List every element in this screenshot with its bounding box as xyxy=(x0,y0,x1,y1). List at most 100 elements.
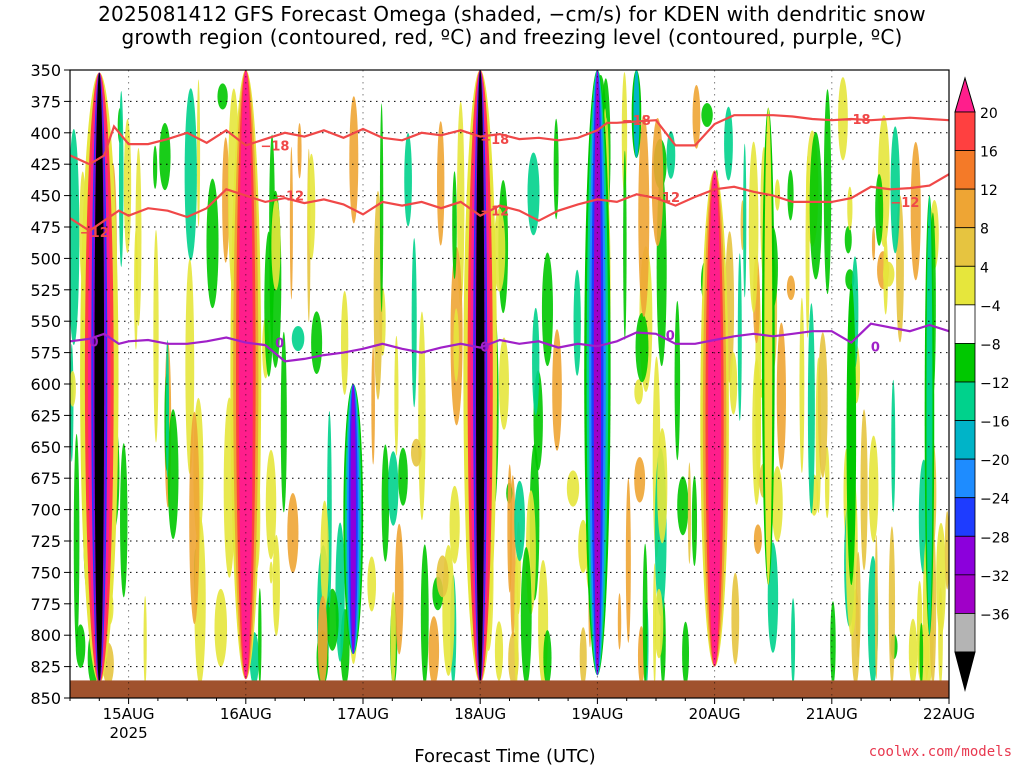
omega-blob xyxy=(165,339,170,478)
omega-blob xyxy=(398,447,408,506)
colorbar-segment xyxy=(954,535,976,576)
omega-blob xyxy=(657,428,668,544)
omega-blob xyxy=(498,337,509,430)
omega-blob xyxy=(507,464,513,593)
y-tick-label: 525 xyxy=(30,281,61,300)
contour-label: 0 xyxy=(480,340,489,355)
colorbar-segment xyxy=(954,111,976,151)
omega-blob xyxy=(917,624,930,686)
colorbar-bottom-arrow xyxy=(954,651,976,692)
omega-blob xyxy=(677,476,689,536)
omega-blob xyxy=(326,588,339,651)
omega-blob xyxy=(493,208,506,292)
y-tick-label: 725 xyxy=(30,532,61,551)
omega-blob xyxy=(919,622,924,686)
x-axis-label: Forecast Time (UTC) xyxy=(414,746,596,767)
omega-blob xyxy=(625,478,631,643)
omega-blob xyxy=(691,475,698,567)
omega-blob xyxy=(341,290,349,395)
omega-blob xyxy=(824,446,830,519)
contour-label: −12 xyxy=(275,190,304,205)
plot-area: −18 −18 −18 −18 −12 −12 −12 −12 −12 0 0 0 0 0 xyxy=(70,70,949,698)
x-year-label: 2025 xyxy=(110,724,148,742)
y-tick-label: 825 xyxy=(30,658,61,677)
omega-blob xyxy=(635,313,649,383)
omega-blob xyxy=(452,171,457,280)
y-tick-label: 775 xyxy=(30,595,61,614)
omega-blob xyxy=(494,621,504,681)
omega-blob xyxy=(189,411,200,625)
y-axis: 350 375 400 425 450 475 500 525 550 575 600 625 650 6… xyxy=(30,61,70,708)
omega-column xyxy=(764,107,773,585)
omega-blob xyxy=(753,524,762,555)
omega-blob xyxy=(271,199,281,291)
omega-blob xyxy=(349,96,359,224)
omega-blob xyxy=(642,543,648,686)
omega-blob xyxy=(776,322,786,470)
omega-blob xyxy=(436,555,449,598)
omega-blob xyxy=(317,595,328,686)
omega-blob xyxy=(449,485,460,564)
omega-blob xyxy=(258,588,262,686)
omega-blob xyxy=(553,118,559,220)
y-tick-label: 600 xyxy=(30,375,61,394)
omega-blob xyxy=(634,456,646,503)
y-tick-label: 375 xyxy=(30,92,61,111)
contour-label: −18 xyxy=(260,139,289,154)
colorbar-segment xyxy=(954,381,976,421)
omega-blob xyxy=(320,500,329,609)
omega-blob xyxy=(367,556,377,612)
colorbar-label: −16 xyxy=(980,415,1010,431)
omega-blob xyxy=(578,519,589,574)
omega-blob xyxy=(289,146,293,300)
colorbar-segment xyxy=(954,574,976,614)
omega-blob xyxy=(411,238,417,408)
contour-label: 0 xyxy=(666,329,675,344)
omega-blob xyxy=(514,480,525,562)
omega-blob xyxy=(724,106,733,181)
omega-blob xyxy=(938,587,943,686)
contour-label: −12 xyxy=(480,205,509,220)
omega-blob xyxy=(552,329,562,451)
omega-blob xyxy=(390,591,396,686)
omega-column xyxy=(238,70,253,680)
omega-blob xyxy=(844,226,852,254)
colorbar-segment xyxy=(954,613,976,653)
x-tick-label: 21AUG xyxy=(806,705,858,723)
colorbar-segment xyxy=(954,188,976,229)
omega-blob xyxy=(184,88,197,261)
contours: −18 −18 −18 −18 −12 −12 −12 −12 −12 0 0 0 0 0 xyxy=(70,113,949,363)
omega-blob xyxy=(771,466,783,542)
omega-shading xyxy=(70,70,949,686)
omega-blob xyxy=(152,145,158,189)
omega-blob xyxy=(379,103,384,313)
omega-blob xyxy=(860,409,868,571)
omega-blob xyxy=(682,621,690,686)
omega-blob xyxy=(404,133,412,227)
colorbar-segment xyxy=(954,150,976,190)
omega-blob xyxy=(206,178,219,309)
x-axis: 15AUG 16AUG 17AUG 18AUG 19AUG 20AUG 21AUG 22AUG… xyxy=(69,698,975,742)
omega-blob xyxy=(790,598,796,686)
omega-blob xyxy=(280,331,287,513)
omega-blob xyxy=(874,534,878,680)
x-tick-label: 17AUG xyxy=(337,705,389,723)
omega-blob xyxy=(307,153,316,260)
omega-blob xyxy=(786,275,796,301)
y-tick-label: 475 xyxy=(30,218,61,237)
omega-blob xyxy=(687,462,691,564)
omega-blob xyxy=(731,572,740,665)
colorbar-segment xyxy=(954,304,976,344)
omega-blob xyxy=(541,252,553,367)
omega-blob xyxy=(638,114,650,317)
omega-blob xyxy=(265,449,277,560)
omega-blob xyxy=(830,601,836,686)
colorbar: 20 16 12 8 4 −4 −8 −12 −16 −20 −24 −28 −32 −36 xyxy=(954,76,1010,692)
colorbar-label: 12 xyxy=(980,183,998,199)
omega-blob xyxy=(774,179,781,211)
omega-blob xyxy=(737,253,742,421)
omega-blob xyxy=(371,346,375,465)
y-tick-label: 550 xyxy=(30,312,61,331)
omega-blob xyxy=(394,523,404,655)
omega-blob xyxy=(287,493,299,574)
